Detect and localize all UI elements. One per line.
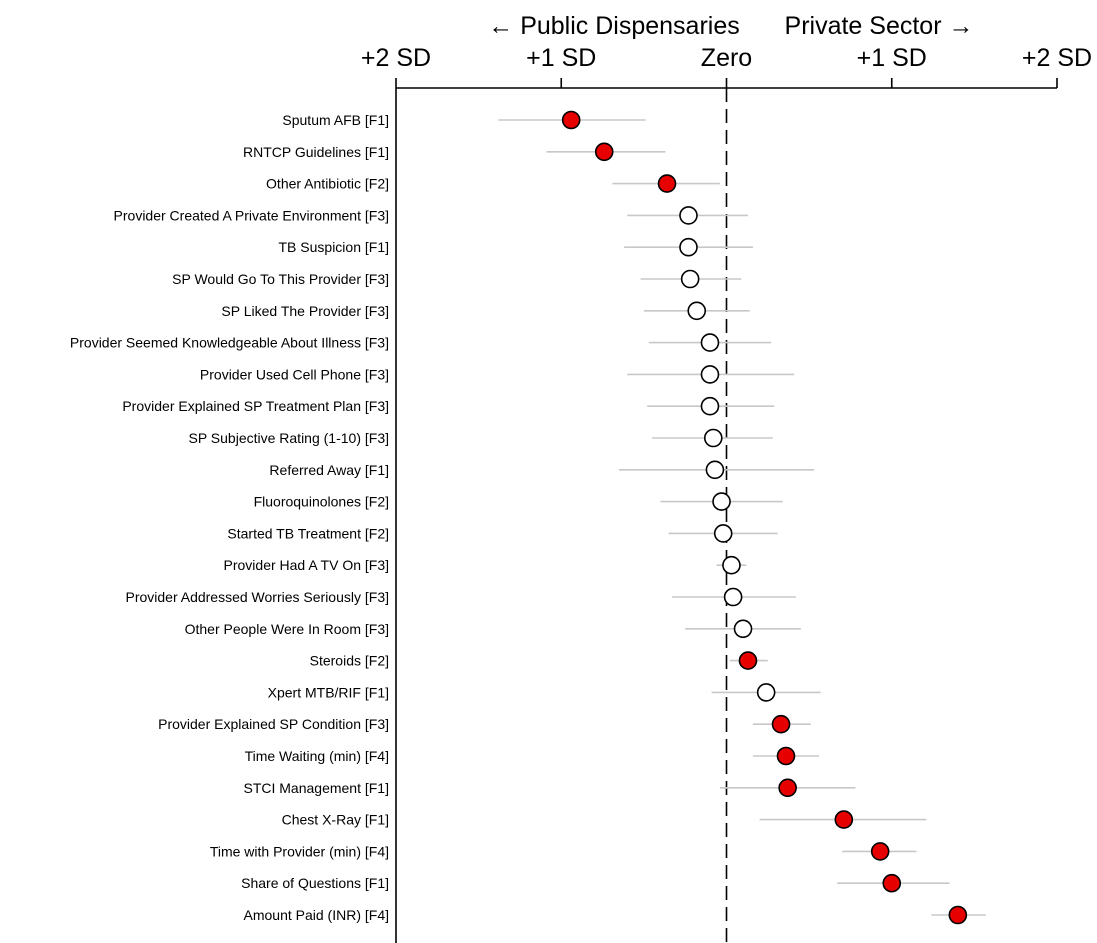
estimate-point xyxy=(771,714,791,734)
estimate-point xyxy=(700,365,720,384)
row-label: Provider Had A TV On [F3] xyxy=(224,557,389,573)
estimate-point xyxy=(834,810,854,829)
estimate-point xyxy=(679,237,698,257)
estimate-point xyxy=(756,683,776,702)
header-left-label: ← Public Dispensaries xyxy=(488,12,740,40)
estimate-point xyxy=(700,396,720,416)
row-labels: Sputum AFB [F1] RNTCP Guidelines [F1] Othe… xyxy=(70,112,389,923)
estimate-point xyxy=(657,174,677,193)
x-tick-label: +2 SD xyxy=(361,44,431,72)
row-label: Chest X-Ray [F1] xyxy=(282,812,389,828)
row-label: SP Liked The Provider [F3] xyxy=(221,303,389,319)
estimate-point xyxy=(738,651,758,670)
estimate-point xyxy=(733,619,753,639)
row-label: Provider Explained SP Condition [F3] xyxy=(158,716,389,732)
estimate-point xyxy=(723,587,743,607)
estimate-point xyxy=(700,333,720,352)
x-tick-label: +1 SD xyxy=(526,44,596,72)
row-label: Provider Created A Private Environment [… xyxy=(114,207,389,223)
estimate-point xyxy=(680,269,700,289)
confidence-intervals xyxy=(498,119,986,916)
row-label: Provider Used Cell Phone [F3] xyxy=(200,366,389,382)
x-tick-label: +1 SD xyxy=(857,44,927,72)
estimate-point xyxy=(594,142,614,162)
estimate-point xyxy=(948,905,968,925)
row-label: SP Would Go To This Provider [F3] xyxy=(172,271,389,287)
row-label: Provider Seemed Knowledgeable About Illn… xyxy=(70,335,389,351)
estimate-point xyxy=(882,873,902,893)
row-label: RNTCP Guidelines [F1] xyxy=(243,144,389,160)
row-label: Share of Questions [F1] xyxy=(241,875,389,891)
estimate-point xyxy=(687,301,707,321)
estimate-point xyxy=(713,524,733,543)
estimate-point xyxy=(705,460,725,480)
estimate-point xyxy=(712,492,731,511)
row-label: Other Antibiotic [F2] xyxy=(266,176,389,192)
row-label: Time Waiting (min) [F4] xyxy=(245,748,389,764)
estimate-point xyxy=(703,428,723,448)
x-tick-label: Zero xyxy=(701,44,752,72)
estimate-point xyxy=(778,778,797,798)
row-label: Other People Were In Room [F3] xyxy=(185,621,389,637)
row-label: Amount Paid (INR) [F4] xyxy=(244,907,390,923)
row-label: Sputum AFB [F1] xyxy=(282,112,389,128)
estimate-point xyxy=(679,206,698,225)
row-label: STCI Management [F1] xyxy=(243,780,389,796)
row-label: Xpert MTB/RIF [F1] xyxy=(268,684,389,700)
header-right-label: Private Sector → xyxy=(785,12,974,40)
estimate-point xyxy=(561,110,581,130)
row-label: Steroids [F2] xyxy=(310,653,389,669)
x-tick-label: +2 SD xyxy=(1022,44,1092,72)
estimate-point xyxy=(776,746,796,766)
row-label: Provider Explained SP Treatment Plan [F3… xyxy=(122,398,389,414)
estimate-point xyxy=(722,555,741,575)
row-label: Fluoroquinolones [F2] xyxy=(254,494,389,510)
estimate-point xyxy=(870,842,890,861)
row-label: Referred Away [F1] xyxy=(269,462,389,478)
row-label: SP Subjective Rating (1-10) [F3] xyxy=(188,430,389,446)
row-label: Provider Addressed Worries Seriously [F3… xyxy=(125,589,389,605)
row-label: Started TB Treatment [F2] xyxy=(227,525,389,541)
row-label: TB Suspicion [F1] xyxy=(279,239,390,255)
estimate-points xyxy=(561,110,968,925)
x-axis: +2 SD +1 SD Zero +1 SD +2 SD xyxy=(361,44,1092,943)
row-label: Time with Provider (min) [F4] xyxy=(210,843,389,859)
